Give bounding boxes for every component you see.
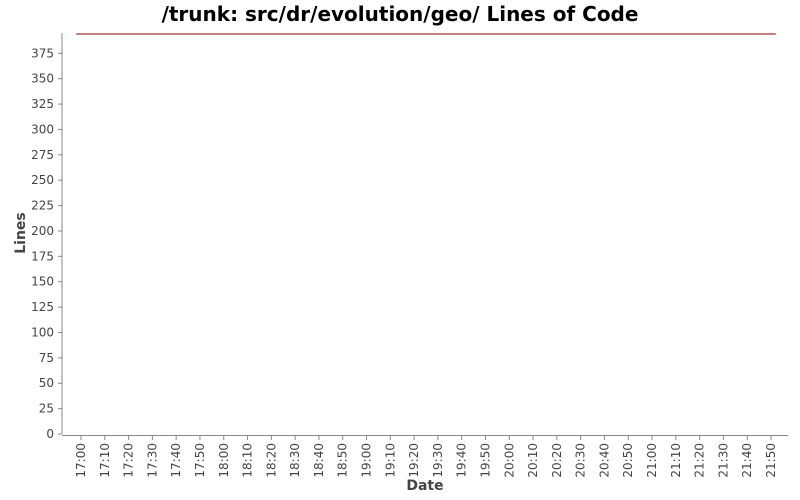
x-tick-label: 18:00 bbox=[217, 443, 231, 478]
x-tick-label: 19:40 bbox=[455, 443, 469, 478]
y-tick-label: 175 bbox=[31, 249, 54, 263]
x-tick-label: 19:50 bbox=[478, 443, 492, 478]
x-tick-label: 17:10 bbox=[98, 443, 112, 478]
x-tick-label: 17:30 bbox=[145, 443, 159, 478]
x-ticks: 17:00 17:10 17:20 17:30 17:40 17:50 18:00 18:10… bbox=[74, 436, 778, 478]
y-tick-label: 75 bbox=[39, 351, 54, 365]
y-tick-label: 325 bbox=[31, 97, 54, 111]
y-tick-label: 50 bbox=[39, 376, 54, 390]
x-tick-label: 19:10 bbox=[383, 443, 397, 478]
x-tick-label: 20:30 bbox=[574, 443, 588, 478]
chart-title: /trunk: src/dr/evolution/geo/ Lines of C… bbox=[161, 2, 639, 26]
y-tick-label: 200 bbox=[31, 224, 54, 238]
y-ticks: 0 25 50 75 100 125 150 175 200 225 250 275 300 325 350… bbox=[31, 46, 62, 441]
x-tick-label: 19:20 bbox=[407, 443, 421, 478]
x-tick-label: 21:30 bbox=[716, 443, 730, 478]
y-axis-label: Lines bbox=[13, 212, 29, 254]
x-tick-label: 19:30 bbox=[431, 443, 445, 478]
x-tick-label: 20:10 bbox=[526, 443, 540, 478]
y-tick-label: 25 bbox=[39, 402, 54, 416]
x-tick-label: 18:10 bbox=[241, 443, 255, 478]
y-tick-label: 300 bbox=[31, 122, 54, 136]
x-tick-label: 20:00 bbox=[502, 443, 516, 478]
y-tick-label: 350 bbox=[31, 72, 54, 86]
y-tick-label: 275 bbox=[31, 148, 54, 162]
plot-area bbox=[62, 33, 788, 434]
y-tick-label: 375 bbox=[31, 46, 54, 60]
x-tick-label: 17:40 bbox=[169, 443, 183, 478]
x-tick-label: 18:20 bbox=[264, 443, 278, 478]
x-tick-label: 17:50 bbox=[193, 443, 207, 478]
y-tick-label: 100 bbox=[31, 325, 54, 339]
y-tick-label: 150 bbox=[31, 275, 54, 289]
x-tick-label: 17:00 bbox=[74, 443, 88, 478]
x-tick-label: 20:40 bbox=[597, 443, 611, 478]
x-tick-label: 21:40 bbox=[740, 443, 754, 478]
x-tick-label: 17:20 bbox=[122, 443, 136, 478]
y-tick-label: 250 bbox=[31, 173, 54, 187]
x-tick-label: 21:20 bbox=[693, 443, 707, 478]
x-tick-label: 18:30 bbox=[288, 443, 302, 478]
x-tick-label: 19:00 bbox=[360, 443, 374, 478]
x-axis-label: Date bbox=[406, 478, 443, 494]
x-tick-label: 18:40 bbox=[312, 443, 326, 478]
x-tick-label: 21:50 bbox=[764, 443, 778, 478]
x-tick-label: 18:50 bbox=[336, 443, 350, 478]
x-tick-label: 21:10 bbox=[669, 443, 683, 478]
x-tick-label: 21:00 bbox=[645, 443, 659, 478]
x-tick-label: 20:20 bbox=[550, 443, 564, 478]
y-tick-label: 225 bbox=[31, 199, 54, 213]
y-tick-label: 0 bbox=[46, 427, 54, 441]
x-tick-label: 20:50 bbox=[621, 443, 635, 478]
y-tick-label: 125 bbox=[31, 300, 54, 314]
